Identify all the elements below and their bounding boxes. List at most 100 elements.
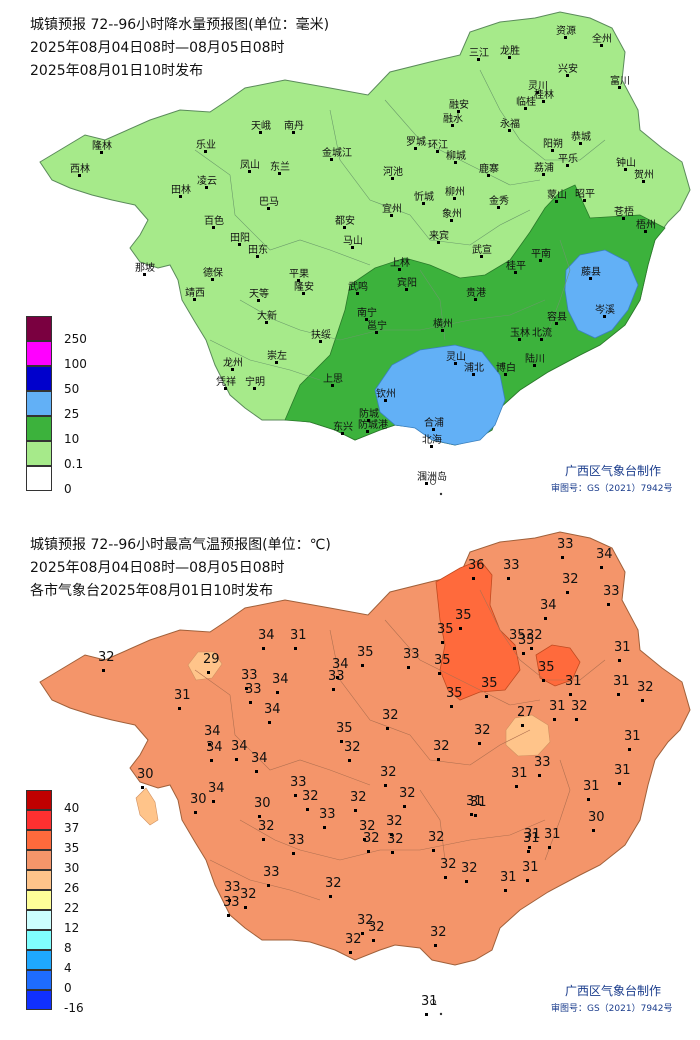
city-marker xyxy=(624,168,627,171)
rain-legend-label: 10 xyxy=(64,432,80,446)
station-marker xyxy=(478,742,481,745)
station-marker xyxy=(141,786,144,789)
city-label: 都安 xyxy=(335,216,355,227)
station-marker xyxy=(542,679,545,682)
city-label: 宜州 xyxy=(382,204,402,215)
temperature-value: 32 xyxy=(526,628,543,643)
station-marker xyxy=(245,687,248,690)
station-marker xyxy=(292,852,295,855)
station-marker xyxy=(526,879,529,882)
temperature-value: 31 xyxy=(544,827,561,842)
temperature-value: 32 xyxy=(433,739,450,754)
city-marker xyxy=(542,173,545,176)
city-marker xyxy=(422,202,425,205)
station-marker xyxy=(227,914,230,917)
rain-map-title: 城镇预报 72--96小时降水量预报图(单位：毫米) xyxy=(30,17,330,33)
temperature-value: 34 xyxy=(204,724,221,739)
station-marker xyxy=(372,939,375,942)
station-marker xyxy=(258,815,261,818)
temp-zone-35-37-north xyxy=(435,559,521,701)
temperature-value: 31 xyxy=(466,794,483,809)
rainfall-map-canvas xyxy=(39,11,691,496)
city-label: 钟山 xyxy=(616,158,636,169)
city-label: 田林 xyxy=(171,185,191,196)
city-marker xyxy=(497,206,500,209)
temperature-value: 35 xyxy=(481,676,498,691)
temperature-value: 30 xyxy=(588,810,605,825)
city-marker xyxy=(256,255,259,258)
max-temperature-forecast-map: 城镇预报 72--96小时最高气温预报图(单位：℃) 2025年08月04日08… xyxy=(0,520,700,1040)
temperature-value: 35 xyxy=(336,721,353,736)
temperature-value: 32 xyxy=(637,680,654,695)
station-marker xyxy=(561,556,564,559)
temperature-value: 32 xyxy=(302,789,319,804)
city-label: 隆安 xyxy=(294,282,314,293)
temperature-value: 32 xyxy=(240,887,257,902)
city-marker xyxy=(441,329,444,332)
city-label: 那坡 xyxy=(135,263,155,274)
temperature-value: 32 xyxy=(461,861,478,876)
city-marker xyxy=(566,74,569,77)
city-marker xyxy=(564,36,567,39)
temp-legend-swatch xyxy=(26,990,52,1010)
temperature-value: 35 xyxy=(455,608,472,623)
temp-legend-swatch xyxy=(26,810,52,830)
city-label: 南丹 xyxy=(284,121,304,132)
city-label: 钦州 xyxy=(376,389,396,400)
temp-legend-swatch xyxy=(26,950,52,970)
temperature-value: 31 xyxy=(614,763,631,778)
temperature-value: 33 xyxy=(328,669,345,684)
station-marker xyxy=(444,876,447,879)
city-label: 平果 xyxy=(289,269,309,280)
temperature-value: 32 xyxy=(357,913,374,928)
station-marker xyxy=(228,899,231,902)
temp-legend-swatch xyxy=(26,890,52,910)
station-marker xyxy=(432,849,435,852)
temperature-value: 32 xyxy=(428,830,445,845)
temp-map-credit: 广西区气象台制作 xyxy=(565,984,662,998)
city-marker xyxy=(644,230,647,233)
city-marker xyxy=(622,217,625,220)
rain-zone-blue-east xyxy=(564,249,639,339)
temperature-value: 32 xyxy=(430,925,447,940)
station-marker xyxy=(513,647,516,650)
city-label: 灵山 xyxy=(446,352,466,363)
city-label: 金秀 xyxy=(489,196,509,207)
temperature-value: 34 xyxy=(596,547,613,562)
temp-legend-swatch xyxy=(26,870,52,890)
city-label: 全州 xyxy=(592,34,612,45)
city-marker xyxy=(508,129,511,132)
city-marker xyxy=(391,177,394,180)
city-marker xyxy=(351,246,354,249)
city-marker xyxy=(555,200,558,203)
temperature-value: 30 xyxy=(254,796,271,811)
weizhou-island xyxy=(430,479,436,485)
city-marker xyxy=(451,124,454,127)
station-marker xyxy=(592,829,595,832)
city-label: 百色 xyxy=(204,216,224,227)
station-marker xyxy=(340,740,343,743)
temp-map-issue-time: 各市气象台2025年08月01日10时发布 xyxy=(30,583,274,599)
station-marker xyxy=(515,785,518,788)
city-label: 罗城 xyxy=(406,137,426,148)
station-marker xyxy=(538,774,541,777)
station-marker xyxy=(306,808,309,811)
temp-legend-swatch xyxy=(26,910,52,930)
station-marker xyxy=(323,826,326,829)
station-marker xyxy=(544,617,547,620)
city-label: 柳州 xyxy=(445,187,465,198)
station-marker xyxy=(235,758,238,761)
temp-legend-swatch xyxy=(26,850,52,870)
station-marker xyxy=(459,627,462,630)
station-marker xyxy=(267,884,270,887)
station-marker xyxy=(391,851,394,854)
temperature-value: 31 xyxy=(421,994,438,1009)
city-marker xyxy=(267,207,270,210)
temperature-value: 32 xyxy=(368,920,385,935)
temperature-value: 35 xyxy=(434,653,451,668)
city-marker xyxy=(253,387,256,390)
rain-legend-label: 50 xyxy=(64,382,80,396)
station-marker xyxy=(504,889,507,892)
temperature-value: 35 xyxy=(509,628,526,643)
rain-legend-swatch xyxy=(26,441,52,466)
